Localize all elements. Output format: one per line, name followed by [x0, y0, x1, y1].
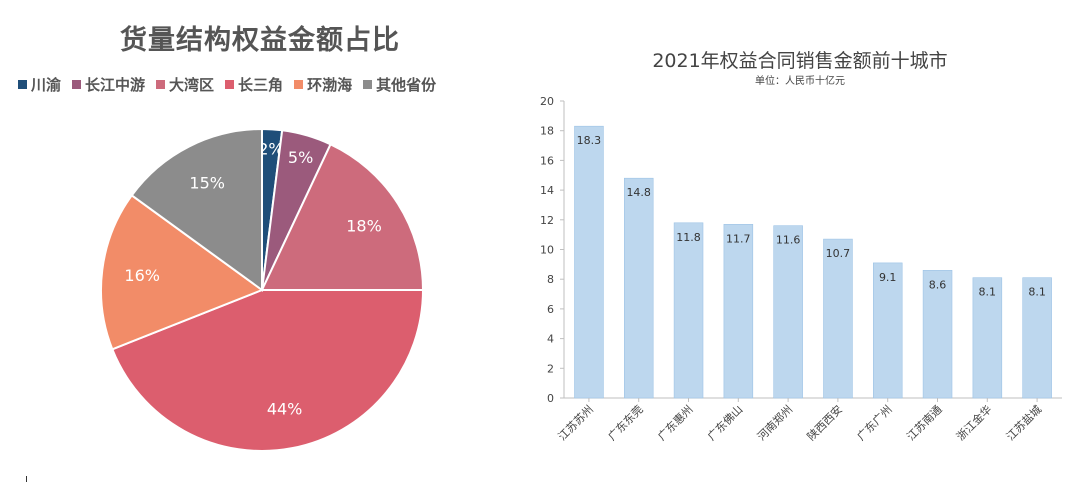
legend-swatch	[156, 79, 166, 89]
y-tick-label: 0	[547, 392, 554, 405]
corner-tick-mark	[26, 476, 27, 482]
bar	[773, 225, 803, 399]
bar	[823, 238, 853, 399]
bar-data-label: 10.7	[826, 247, 851, 260]
pie-chart-title: 货量结构权益金额占比	[120, 25, 400, 56]
legend-label: 长江中游	[85, 75, 146, 94]
bar-data-label: 9.1	[879, 271, 897, 284]
pie-slice-label: 18%	[346, 216, 382, 235]
legend-label: 大湾区	[169, 75, 215, 94]
y-tick-label: 18	[540, 125, 554, 138]
x-tick-label: 广东惠州	[655, 402, 696, 443]
legend-item: 长江中游	[72, 74, 145, 95]
x-tick-label: 广东东莞	[606, 403, 646, 443]
pie-chart-panel: 货量结构权益金额占比 川渝 长江中游 大湾区 长三角 环渤海 其他省份 2% 5% 18% 44…	[0, 0, 520, 484]
bar	[1022, 277, 1052, 399]
pie-slice	[100, 193, 265, 351]
bar-data-label: 11.7	[726, 232, 751, 245]
y-tick-label: 16	[540, 154, 554, 167]
pie-chart: 2% 5% 18% 44% 16% 15%	[100, 127, 425, 452]
bar-data-label: 11.8	[676, 231, 701, 244]
y-tick-label: 14	[540, 184, 554, 197]
y-tick-label: 10	[540, 244, 554, 257]
legend-label: 环渤海	[307, 75, 353, 94]
pie-slice-label: 5%	[288, 148, 313, 167]
bar	[872, 262, 903, 399]
bar-data-label: 18.3	[577, 134, 602, 147]
legend-item: 川渝	[18, 74, 61, 95]
legend-label: 其他省份	[376, 75, 437, 94]
y-tick-label: 6	[547, 303, 554, 316]
bar-data-label: 8.1	[1028, 286, 1046, 299]
bar	[673, 222, 704, 399]
x-tick-label: 陕西西安	[804, 402, 845, 443]
legend-item: 其他省份	[363, 74, 436, 95]
bar-chart-subtitle: 单位：人民币十亿元	[755, 76, 845, 87]
x-tick-label: 广东广州	[855, 403, 895, 443]
bar	[723, 224, 754, 399]
bar-chart: 0 2 4 6 8 10 12 14 16 18 20 18.3 江苏苏州 14.8 广东东莞 11.8 广东惠…	[540, 95, 1062, 443]
x-tick-label: 江苏南通	[904, 403, 944, 443]
legend-item: 大湾区	[156, 74, 214, 95]
x-tick-label: 江苏盐城	[1004, 403, 1044, 443]
pie-slice-label: 15%	[189, 173, 225, 192]
bar-data-label: 8.6	[929, 278, 947, 291]
legend-swatch	[225, 79, 235, 89]
x-tick-label: 浙江金华	[953, 402, 994, 443]
x-tick-label: 广东佛山	[705, 403, 745, 443]
pie-slice	[111, 289, 425, 452]
y-tick-label: 2	[547, 362, 554, 375]
bar-chart-title: 2021年权益合同销售金额前十城市	[652, 50, 948, 72]
pie-slice	[260, 142, 425, 291]
bar	[922, 269, 953, 399]
legend-item: 长三角	[225, 74, 283, 95]
y-tick-label: 4	[547, 333, 554, 346]
legend-label: 川渝	[31, 75, 62, 94]
y-tick-label: 20	[540, 95, 554, 108]
pie-slice-label: 44%	[267, 400, 303, 419]
legend-swatch	[72, 79, 82, 89]
legend-swatch	[294, 79, 304, 89]
pie-slice-label: 2%	[258, 140, 283, 159]
bar-data-label: 8.1	[979, 286, 997, 299]
y-tick-label: 12	[540, 214, 554, 227]
y-tick-label: 8	[547, 273, 554, 286]
x-tick-label: 河南郑州	[754, 402, 795, 443]
legend-swatch	[363, 79, 373, 89]
pie-slice-label: 16%	[124, 266, 160, 285]
bar-data-label: 14.8	[626, 186, 651, 199]
legend-item: 环渤海	[294, 74, 352, 95]
bar-chart-panel: 2021年权益合同销售金额前十城市 单位：人民币十亿元 0 2 4 6 8 10 12 14 1…	[520, 0, 1080, 484]
pie-slice	[130, 127, 263, 292]
pie-legend: 川渝 长江中游 大湾区 长三角 环渤海 其他省份	[18, 72, 518, 96]
legend-swatch	[18, 79, 27, 89]
bar-data-label: 11.6	[776, 234, 801, 247]
bar	[972, 277, 1003, 399]
bar	[624, 177, 654, 399]
bar	[574, 125, 604, 399]
legend-label: 长三角	[238, 75, 284, 94]
x-tick-label: 江苏苏州	[556, 403, 596, 443]
